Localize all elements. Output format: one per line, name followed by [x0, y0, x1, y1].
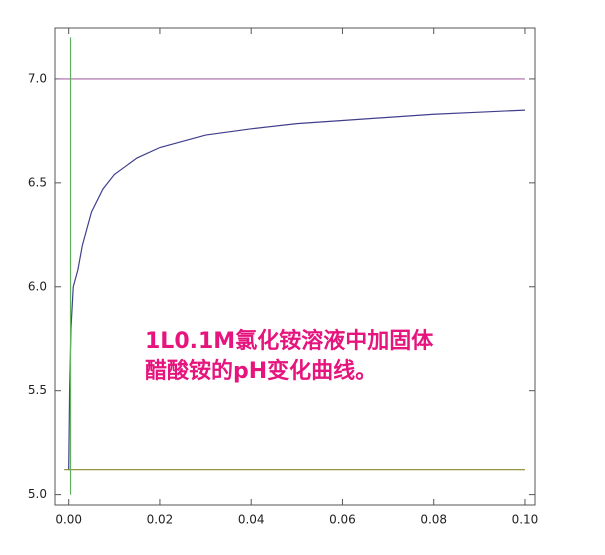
y-tick-label: 6.5	[28, 175, 47, 189]
y-tick-label: 7.0	[28, 71, 47, 85]
y-tick-label: 5.0	[28, 487, 47, 501]
x-tick-label: 0.00	[55, 513, 82, 527]
series-line	[68, 109, 525, 470]
x-tick-label: 0.08	[420, 513, 447, 527]
x-tick-label: 0.04	[238, 513, 265, 527]
y-tick-label: 5.5	[28, 383, 47, 397]
annotation: 1L0.1M氯化铵溶液中加固体	[145, 328, 434, 354]
plot-frame	[54, 27, 536, 506]
annotation: 醋酸铵的pH变化曲线。	[145, 358, 377, 384]
x-tick-label: 0.06	[329, 513, 356, 527]
x-tick-label: 0.02	[147, 513, 174, 527]
x-tick-label: 0.10	[512, 513, 539, 527]
y-tick-label: 6.0	[28, 279, 47, 293]
